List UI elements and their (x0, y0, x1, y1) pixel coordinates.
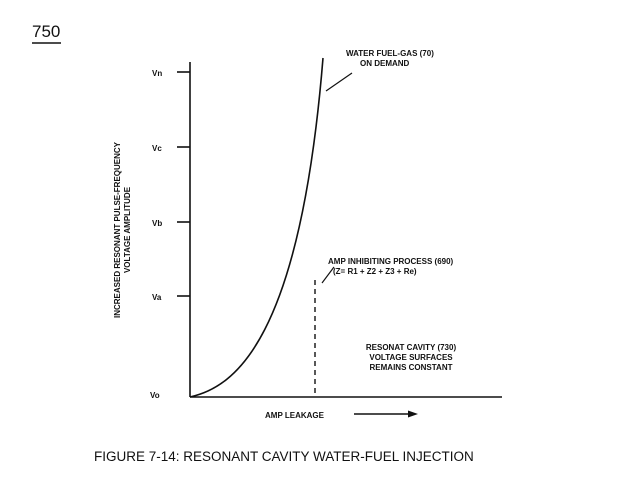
annotation-resonant-cavity-line3: REMAINS CONSTANT (370, 363, 453, 372)
figure-number: 750 (32, 22, 60, 41)
annotation-amp-inhibiting-line2: (Z= R1 + Z2 + Z3 + Re) (333, 267, 417, 276)
annotation-resonant-cavity-line2: VOLTAGE SURFACES (369, 353, 453, 362)
y-axis-label-line1: INCREASED RESONANT PULSE-FREQUENCY (113, 141, 122, 318)
annotation-amp-inhibiting-line1: AMP INHIBITING PROCESS (690) (328, 257, 454, 266)
tick-label-vc: Vc (152, 144, 162, 153)
tick-label-vn: Vn (152, 69, 162, 78)
x-axis-arrow-head (408, 410, 418, 418)
leader-line-water-fuel-gas (325, 72, 353, 92)
y-axis-label: INCREASED RESONANT PULSE-FREQUENCY VOLTA… (113, 141, 132, 318)
tick-label-vo: Vo (150, 391, 160, 400)
tick-label-vb: Vb (152, 219, 162, 228)
y-axis-label-line2: VOLTAGE AMPLITUDE (123, 186, 132, 273)
voltage-curve (189, 57, 324, 398)
figure-caption: FIGURE 7-14: RESONANT CAVITY WATER-FUEL … (94, 449, 474, 464)
annotation-water-fuel-gas-line2: ON DEMAND (360, 59, 410, 68)
x-axis-label: AMP LEAKAGE (265, 411, 325, 420)
annotation-water-fuel-gas-line1: WATER FUEL-GAS (70) (346, 49, 434, 58)
leader-line-amp-inhibiting (321, 266, 335, 284)
annotation-resonant-cavity-line1: RESONAT CAVITY (730) (366, 343, 457, 352)
tick-label-va: Va (152, 293, 162, 302)
